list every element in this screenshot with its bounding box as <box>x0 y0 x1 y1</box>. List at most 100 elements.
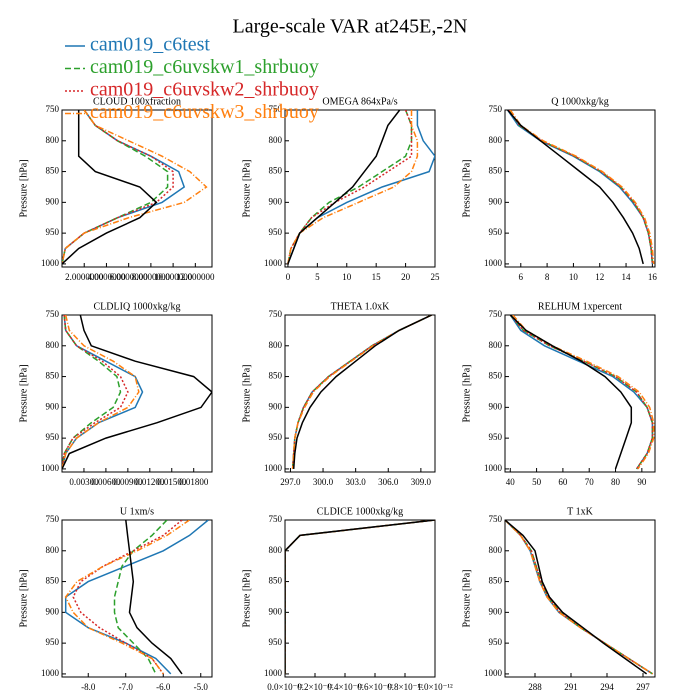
profile-line <box>291 315 433 469</box>
profile-line <box>64 520 209 675</box>
panel-title: T 1xK <box>567 506 593 517</box>
x-tick-label: 25 <box>431 272 441 282</box>
x-tick-label: 90 <box>637 477 647 487</box>
y-tick-label: 1000 <box>264 258 283 268</box>
profile-line <box>287 110 419 265</box>
plot-frame <box>504 314 656 473</box>
y-tick-label: 900 <box>489 196 503 206</box>
y-tick-label: 900 <box>269 606 283 616</box>
y-tick-label: 950 <box>46 432 60 442</box>
profile-line <box>62 110 208 265</box>
profile-line <box>285 520 435 674</box>
x-tick-label: -5.0 <box>194 682 209 692</box>
y-axis-label: Pressure [hPa] <box>18 569 29 627</box>
y-tick-label: 800 <box>269 135 283 145</box>
profile-line <box>285 520 435 674</box>
plot-frame <box>61 519 213 678</box>
panel-title: OMEGA 864xPa/s <box>322 96 397 107</box>
legend-entry: cam019_c6uvskw3_shrbuoy <box>90 101 319 123</box>
profile-line <box>285 520 435 674</box>
y-tick-label: 750 <box>46 514 60 524</box>
x-tick-label: 297.0 <box>280 477 301 487</box>
x-tick-label: 4.0000000 <box>87 272 126 282</box>
profile-line <box>125 520 183 675</box>
x-tick-label: 80 <box>611 477 621 487</box>
x-tick-label: 0.8×10⁻¹² <box>387 682 423 692</box>
profile-line <box>62 315 140 470</box>
y-tick-label: 900 <box>269 401 283 411</box>
x-tick-label: 5 <box>315 272 320 282</box>
x-tick-label: 1.0×10⁻¹² <box>417 682 453 692</box>
panel-title: CLDLIQ 1000xkg/kg <box>94 301 181 312</box>
x-tick-label: 10 <box>569 272 579 282</box>
y-tick-label: 750 <box>489 104 503 114</box>
x-tick-label: 0.2×10⁻¹² <box>297 682 333 692</box>
x-tick-label: 0.00900 <box>113 477 143 487</box>
profile-line <box>291 315 433 469</box>
x-tick-label: 15 <box>372 272 382 282</box>
panel-title: THETA 1.0xK <box>331 301 390 312</box>
profile-line <box>287 110 413 265</box>
panel-title: Q 1000xkg/kg <box>551 96 609 107</box>
x-tick-label: 50 <box>532 477 542 487</box>
y-tick-label: 1000 <box>41 668 60 678</box>
y-axis-label: Pressure [hPa] <box>461 364 472 422</box>
x-tick-label: 291 <box>564 682 578 692</box>
y-tick-label: 1000 <box>484 463 503 473</box>
x-tick-label: 303.0 <box>346 477 367 487</box>
x-tick-label: 294 <box>600 682 614 692</box>
x-tick-label: 0 <box>286 272 291 282</box>
plot-frame <box>61 109 213 268</box>
plot-frame <box>284 519 436 678</box>
y-axis-label: Pressure [hPa] <box>18 159 29 217</box>
y-tick-label: 800 <box>489 545 503 555</box>
y-tick-label: 750 <box>269 309 283 319</box>
x-tick-label: 20 <box>401 272 411 282</box>
x-tick-label: 6.0000000 <box>110 272 149 282</box>
y-tick-label: 750 <box>46 309 60 319</box>
y-tick-label: 800 <box>489 340 503 350</box>
plot-frame <box>504 109 656 268</box>
profile-line <box>505 520 654 675</box>
y-tick-label: 800 <box>489 135 503 145</box>
y-tick-label: 750 <box>269 514 283 524</box>
profile-line <box>62 315 212 470</box>
panel-title: CLOUD 100xfraction <box>93 96 181 107</box>
profile-line <box>291 315 433 469</box>
profile-line <box>62 110 174 265</box>
y-tick-label: 950 <box>269 432 283 442</box>
y-tick-label: 950 <box>269 227 283 237</box>
y-tick-label: 1000 <box>264 668 283 678</box>
y-tick-label: 950 <box>489 432 503 442</box>
y-tick-label: 900 <box>269 196 283 206</box>
legend-entry: cam019_c6test <box>90 34 210 56</box>
x-tick-label: 6 <box>519 272 524 282</box>
figure-title: Large-scale VAR at245E,-2N <box>233 16 468 38</box>
x-tick-label: 0.0×10⁻¹² <box>267 682 303 692</box>
profile-line <box>292 315 433 469</box>
y-tick-label: 850 <box>46 166 60 176</box>
profile-line <box>505 520 648 675</box>
profile-line <box>509 315 654 470</box>
y-tick-label: 750 <box>489 514 503 524</box>
x-tick-label: 309.0 <box>411 477 432 487</box>
profile-line <box>505 520 654 675</box>
x-tick-label: 70 <box>585 477 595 487</box>
x-tick-label: -8.0 <box>81 682 96 692</box>
y-tick-label: 950 <box>269 637 283 647</box>
y-tick-label: 1000 <box>484 258 503 268</box>
y-tick-label: 900 <box>46 196 60 206</box>
profile-line <box>509 110 655 264</box>
x-tick-label: 12.000000 <box>176 272 215 282</box>
y-tick-label: 850 <box>46 371 60 381</box>
y-tick-label: 1000 <box>41 463 60 473</box>
y-tick-label: 1000 <box>484 668 503 678</box>
y-tick-label: 750 <box>269 104 283 114</box>
y-tick-label: 900 <box>46 401 60 411</box>
profile-line <box>287 110 401 265</box>
y-tick-label: 800 <box>46 545 60 555</box>
profile-line <box>509 315 633 470</box>
x-tick-label: 10 <box>342 272 352 282</box>
x-tick-label: 300.0 <box>313 477 334 487</box>
